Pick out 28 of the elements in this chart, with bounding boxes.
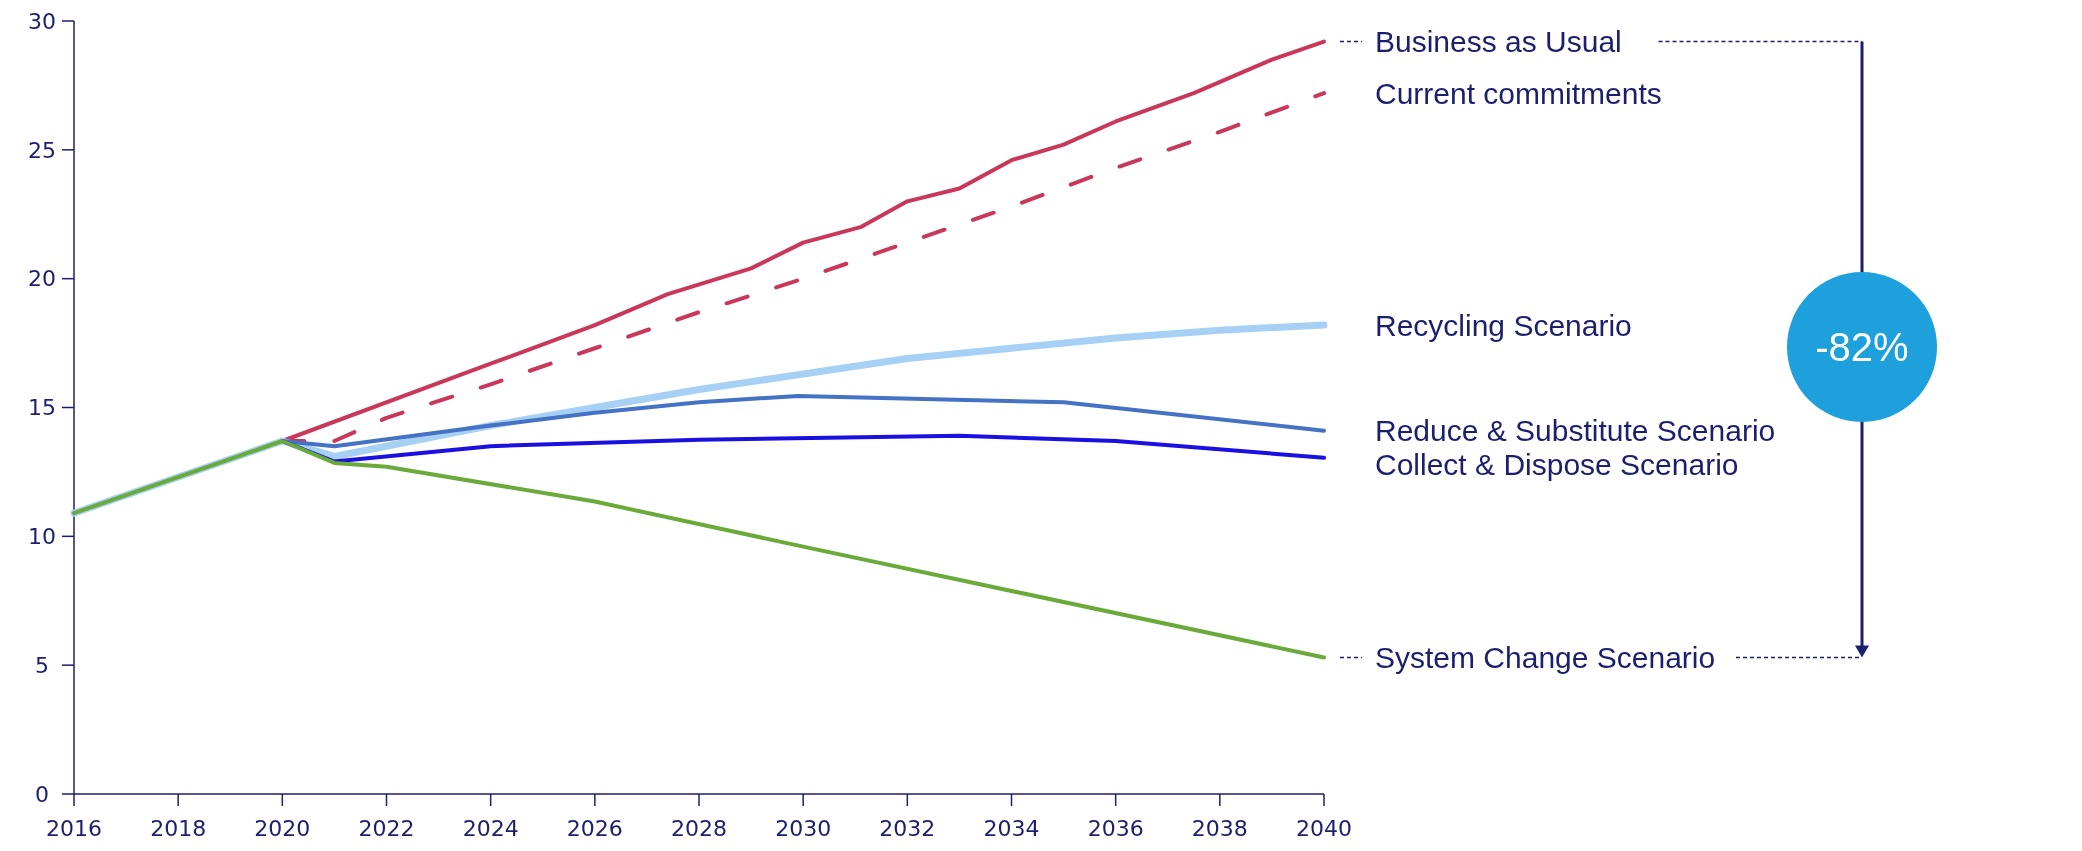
x-tick-label: 2036 xyxy=(1087,816,1144,841)
y-tick-label: 15 xyxy=(28,395,56,421)
y-tick-label: 5 xyxy=(35,652,49,678)
x-tick-label: 2032 xyxy=(879,816,936,841)
y-tick-label: 0 xyxy=(35,781,49,807)
x-tick-label: 2016 xyxy=(46,816,102,841)
x-tick-label: 2022 xyxy=(358,816,415,841)
x-tick-label: 2020 xyxy=(254,816,311,841)
line-series xyxy=(72,439,1326,660)
y-tick-label: 25 xyxy=(28,137,56,163)
x-tick-label: 2034 xyxy=(983,816,1040,841)
x-tick-label: 2018 xyxy=(150,816,207,841)
series-label: Reduce & Substitute Scenario xyxy=(1375,414,1776,448)
x-tick-label: 2024 xyxy=(462,816,519,841)
y-tick-label: 30 xyxy=(28,8,56,34)
x-tick-label: 2030 xyxy=(775,816,832,841)
series-label: System Change Scenario xyxy=(1375,640,1716,674)
text: -82% xyxy=(1815,325,1909,369)
y-tick-label: 10 xyxy=(28,524,56,550)
x-tick-label: 2028 xyxy=(671,816,727,841)
x-tick-label: 2040 xyxy=(1296,816,1352,841)
x-tick-label: 2038 xyxy=(1191,816,1248,841)
series-label: Business as Usual xyxy=(1375,25,1622,59)
series-label: Current commitments xyxy=(1375,76,1662,110)
series-label: Recycling Scenario xyxy=(1375,308,1632,342)
y-tick-label: 20 xyxy=(28,266,56,292)
x-tick-label: 2026 xyxy=(566,816,623,841)
series-label: Collect & Dispose Scenario xyxy=(1375,448,1739,482)
